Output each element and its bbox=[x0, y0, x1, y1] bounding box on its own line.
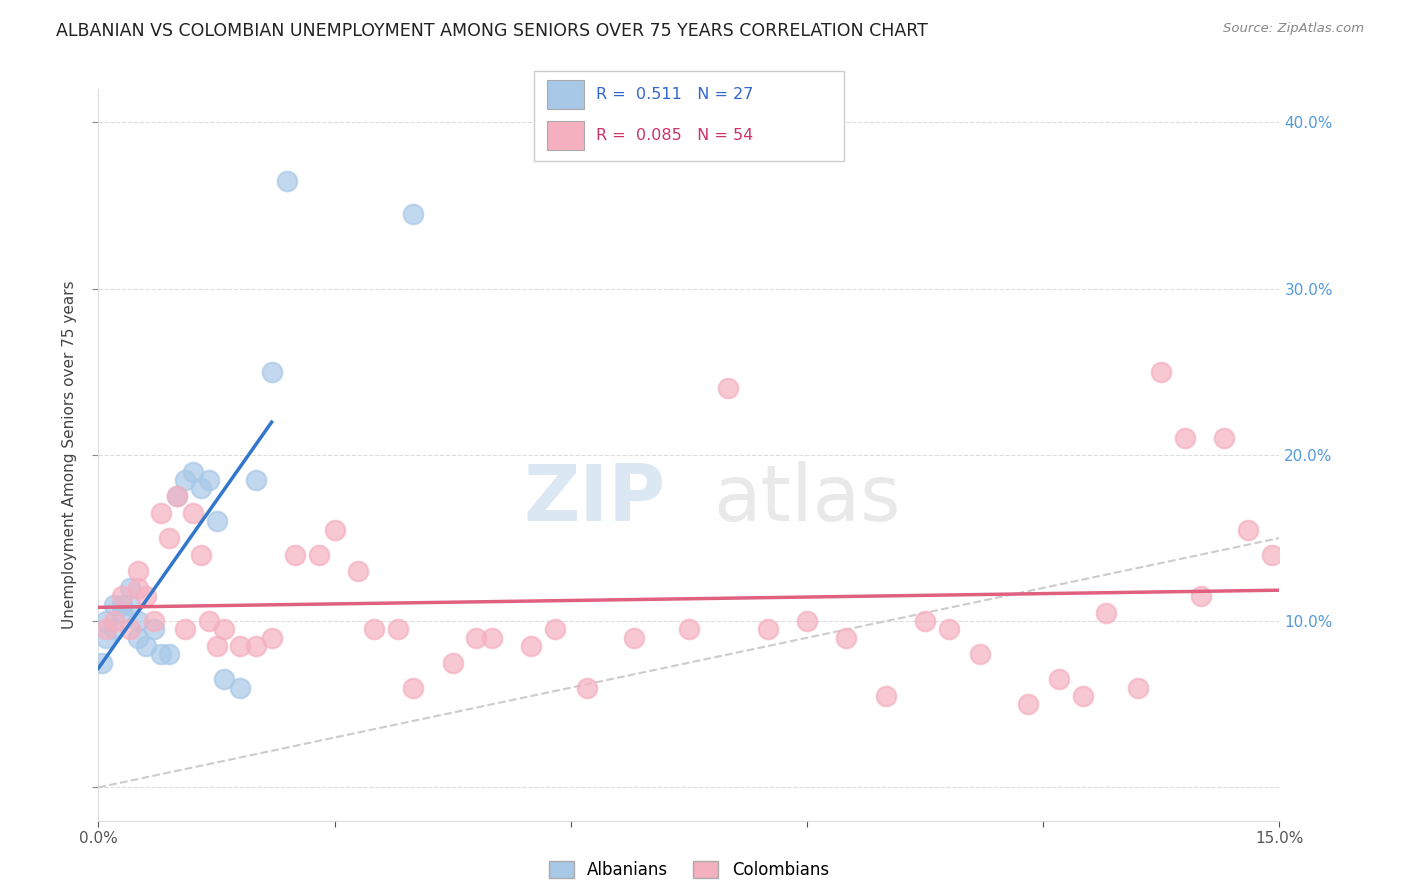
Point bbox=[127, 631, 149, 645]
Y-axis label: Unemployment Among Seniors over 75 years: Unemployment Among Seniors over 75 years bbox=[62, 281, 77, 629]
Point bbox=[103, 598, 125, 612]
Point bbox=[969, 648, 991, 662]
Point bbox=[260, 365, 283, 379]
Point bbox=[914, 614, 936, 628]
Point bbox=[229, 639, 252, 653]
Point bbox=[245, 473, 267, 487]
Point bbox=[835, 631, 858, 645]
Point bbox=[214, 623, 236, 637]
Point bbox=[150, 648, 173, 662]
Point bbox=[150, 506, 173, 520]
Point bbox=[91, 656, 114, 670]
Text: atlas: atlas bbox=[713, 461, 901, 537]
Point bbox=[1189, 589, 1212, 603]
Text: R =  0.085   N = 54: R = 0.085 N = 54 bbox=[596, 128, 754, 143]
Point bbox=[205, 639, 228, 653]
Point bbox=[1126, 681, 1149, 695]
Point bbox=[111, 606, 134, 620]
Point bbox=[276, 173, 298, 188]
Point bbox=[1237, 523, 1260, 537]
Point bbox=[1260, 548, 1282, 562]
Point bbox=[205, 515, 228, 529]
Point bbox=[402, 681, 425, 695]
Point bbox=[166, 490, 188, 504]
Point bbox=[465, 631, 488, 645]
Legend: Albanians, Colombians: Albanians, Colombians bbox=[543, 854, 835, 886]
Point bbox=[181, 506, 204, 520]
Point bbox=[190, 481, 212, 495]
Text: Source: ZipAtlas.com: Source: ZipAtlas.com bbox=[1223, 22, 1364, 36]
Point bbox=[1174, 431, 1197, 445]
Point bbox=[111, 589, 134, 603]
Point bbox=[1017, 698, 1039, 712]
Point bbox=[103, 614, 125, 628]
Point bbox=[544, 623, 567, 637]
Point bbox=[229, 681, 252, 695]
Point bbox=[127, 564, 149, 578]
Point bbox=[284, 548, 307, 562]
Point bbox=[135, 639, 157, 653]
Point bbox=[623, 631, 645, 645]
Point bbox=[127, 581, 149, 595]
Point bbox=[323, 523, 346, 537]
Point bbox=[717, 381, 740, 395]
Point bbox=[181, 465, 204, 479]
Point bbox=[135, 589, 157, 603]
Point bbox=[1150, 365, 1173, 379]
Point bbox=[118, 623, 141, 637]
Point bbox=[157, 531, 180, 545]
Point bbox=[875, 689, 897, 703]
Point bbox=[142, 623, 165, 637]
Point bbox=[1047, 673, 1070, 687]
Point bbox=[402, 207, 425, 221]
Bar bbox=[547, 121, 583, 150]
Text: R =  0.511   N = 27: R = 0.511 N = 27 bbox=[596, 87, 754, 102]
Point bbox=[756, 623, 779, 637]
Point bbox=[96, 631, 118, 645]
Point bbox=[190, 548, 212, 562]
Point bbox=[1213, 431, 1236, 445]
Point bbox=[678, 623, 700, 637]
Point bbox=[260, 631, 283, 645]
Point bbox=[245, 639, 267, 653]
Point bbox=[520, 639, 543, 653]
Point bbox=[157, 648, 180, 662]
Point bbox=[796, 614, 818, 628]
Point bbox=[111, 598, 134, 612]
Point bbox=[214, 673, 236, 687]
Point bbox=[103, 623, 125, 637]
Point bbox=[363, 623, 385, 637]
Text: ALBANIAN VS COLOMBIAN UNEMPLOYMENT AMONG SENIORS OVER 75 YEARS CORRELATION CHART: ALBANIAN VS COLOMBIAN UNEMPLOYMENT AMONG… bbox=[56, 22, 928, 40]
Point bbox=[481, 631, 503, 645]
Point bbox=[174, 623, 197, 637]
Point bbox=[127, 614, 149, 628]
Point bbox=[96, 623, 118, 637]
Point bbox=[308, 548, 330, 562]
Point bbox=[1095, 606, 1118, 620]
Point bbox=[142, 614, 165, 628]
Point bbox=[118, 598, 141, 612]
Point bbox=[1071, 689, 1094, 703]
Point bbox=[174, 473, 197, 487]
Point bbox=[197, 473, 219, 487]
Text: ZIP: ZIP bbox=[523, 461, 665, 537]
Point bbox=[938, 623, 960, 637]
Point bbox=[575, 681, 598, 695]
Point bbox=[166, 490, 188, 504]
Point bbox=[441, 656, 464, 670]
Point bbox=[197, 614, 219, 628]
Point bbox=[118, 581, 141, 595]
Point bbox=[347, 564, 370, 578]
Point bbox=[96, 614, 118, 628]
Point bbox=[387, 623, 409, 637]
Bar bbox=[547, 80, 583, 109]
